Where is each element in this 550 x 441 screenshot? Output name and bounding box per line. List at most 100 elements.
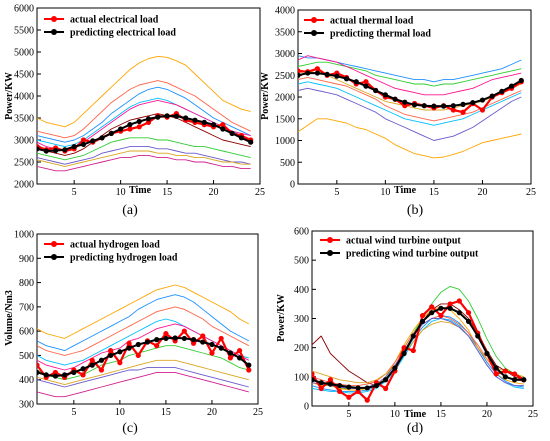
legend: actual wind turbine output predicting win… bbox=[320, 236, 479, 260]
panel-caption: (b) bbox=[407, 203, 424, 218]
predicted-point bbox=[429, 310, 435, 316]
actual-point bbox=[163, 330, 169, 337]
predicted-point bbox=[499, 88, 505, 94]
predicted-point bbox=[62, 372, 68, 378]
predicted-point bbox=[411, 102, 418, 108]
actual-point bbox=[450, 107, 456, 113]
sample-series-line bbox=[37, 359, 249, 386]
sample-series-line bbox=[37, 80, 251, 139]
actual-point bbox=[363, 79, 369, 85]
actual-point bbox=[447, 301, 453, 307]
x-axis-label: Time bbox=[394, 185, 417, 196]
predicted-point bbox=[117, 349, 123, 355]
predicted-point bbox=[218, 345, 224, 351]
y-axis-label: Power/KW bbox=[260, 72, 271, 120]
sample-series-line bbox=[37, 86, 251, 143]
predicted-point bbox=[99, 135, 105, 141]
plot-frame bbox=[36, 233, 259, 405]
actual-point bbox=[479, 107, 486, 113]
y-tick-label: 600 bbox=[294, 227, 309, 238]
predicted-point bbox=[71, 369, 77, 376]
y-tick-label: 0 bbox=[304, 402, 309, 413]
y-tick-label: 400 bbox=[19, 375, 34, 386]
x-tick-label: 10 bbox=[390, 409, 400, 420]
y-axis-label: Power/KW bbox=[276, 294, 287, 342]
sample-series-line bbox=[37, 371, 249, 398]
sample-series-line bbox=[37, 154, 251, 172]
predicted-point bbox=[456, 310, 462, 316]
predicted-point bbox=[441, 103, 447, 109]
actual-point bbox=[346, 394, 352, 400]
actual-point bbox=[364, 397, 370, 403]
sample-series-line bbox=[312, 285, 524, 389]
predicted-point bbox=[410, 333, 416, 339]
y-tick-label: 500 bbox=[19, 351, 34, 362]
legend-marker bbox=[327, 250, 333, 256]
legend-label: predicting wind turbine output bbox=[346, 249, 479, 260]
predicted-point bbox=[173, 113, 179, 119]
predicted-point bbox=[419, 318, 426, 325]
predicted-point bbox=[346, 384, 352, 390]
actual-point bbox=[227, 355, 233, 361]
predicted-point bbox=[334, 73, 340, 79]
predicted-point bbox=[118, 126, 124, 132]
y-tick-label: 1500 bbox=[275, 114, 295, 125]
sample-series-line bbox=[312, 303, 524, 387]
y-tick-label: 3000 bbox=[14, 136, 34, 147]
legend-label: actual electrical load bbox=[70, 15, 159, 26]
actual-point bbox=[456, 298, 462, 304]
legend: actual hydrogen load predicting hydrogen … bbox=[44, 240, 178, 264]
sample-series-line bbox=[298, 55, 522, 96]
y-tick-label: 4500 bbox=[14, 70, 34, 81]
actual-point bbox=[209, 350, 215, 356]
predicted-point bbox=[163, 335, 169, 342]
predicted-point bbox=[201, 119, 207, 125]
x-axis-label: Time bbox=[404, 409, 427, 420]
actual-point bbox=[126, 340, 132, 346]
y-tick-label: 800 bbox=[19, 278, 34, 289]
predicted-point bbox=[438, 305, 444, 311]
y-tick-label: 2000 bbox=[275, 93, 295, 104]
predicted-point bbox=[521, 377, 527, 383]
actual-point bbox=[511, 371, 518, 377]
predicted-point bbox=[402, 99, 408, 105]
actual-point bbox=[80, 137, 87, 143]
y-tick-label: 500 bbox=[280, 158, 295, 169]
legend-label: actual hydrogen load bbox=[70, 240, 160, 251]
sample-series-line bbox=[37, 306, 250, 356]
actual-point bbox=[108, 347, 114, 354]
predicted-point bbox=[80, 366, 86, 372]
predicted-point bbox=[126, 345, 132, 351]
chart-panel-4: 0 100 200 300 400 500 600 5 10 15 20 25 Time Power/KW… bbox=[276, 227, 538, 437]
x-tick-label: 20 bbox=[482, 409, 492, 420]
actual-point bbox=[438, 312, 444, 319]
x-tick-label: 25 bbox=[253, 407, 263, 418]
predicted-point bbox=[200, 339, 206, 345]
predicted-point bbox=[493, 365, 499, 371]
predicted-point bbox=[238, 135, 245, 141]
predicted-point bbox=[164, 113, 170, 119]
x-tick-label: 15 bbox=[436, 409, 446, 420]
actual-point bbox=[502, 368, 508, 374]
legend-marker bbox=[327, 237, 333, 243]
legend: actual thermal load predicting thermal lo… bbox=[304, 16, 431, 40]
actual-point bbox=[419, 312, 426, 319]
actual-point bbox=[236, 347, 243, 354]
x-tick-label: 10 bbox=[380, 187, 390, 198]
sample-series-line bbox=[37, 97, 251, 148]
legend-label: actual thermal load bbox=[330, 16, 414, 27]
actual-point bbox=[460, 109, 466, 115]
predicted-point bbox=[210, 122, 217, 128]
x-tick-label: 5 bbox=[72, 187, 77, 198]
predicted-point bbox=[136, 118, 142, 125]
predicted-point bbox=[401, 350, 407, 357]
actual-point bbox=[80, 372, 86, 378]
predicted-point bbox=[470, 100, 476, 106]
y-tick-label: 300 bbox=[294, 314, 309, 325]
actual-point bbox=[327, 377, 334, 383]
actual-point bbox=[52, 369, 59, 376]
sample-series-line bbox=[37, 294, 250, 352]
y-axis-label: Volume/Nm3 bbox=[4, 290, 15, 346]
actual-point bbox=[220, 122, 226, 128]
predicted-point bbox=[236, 355, 243, 361]
